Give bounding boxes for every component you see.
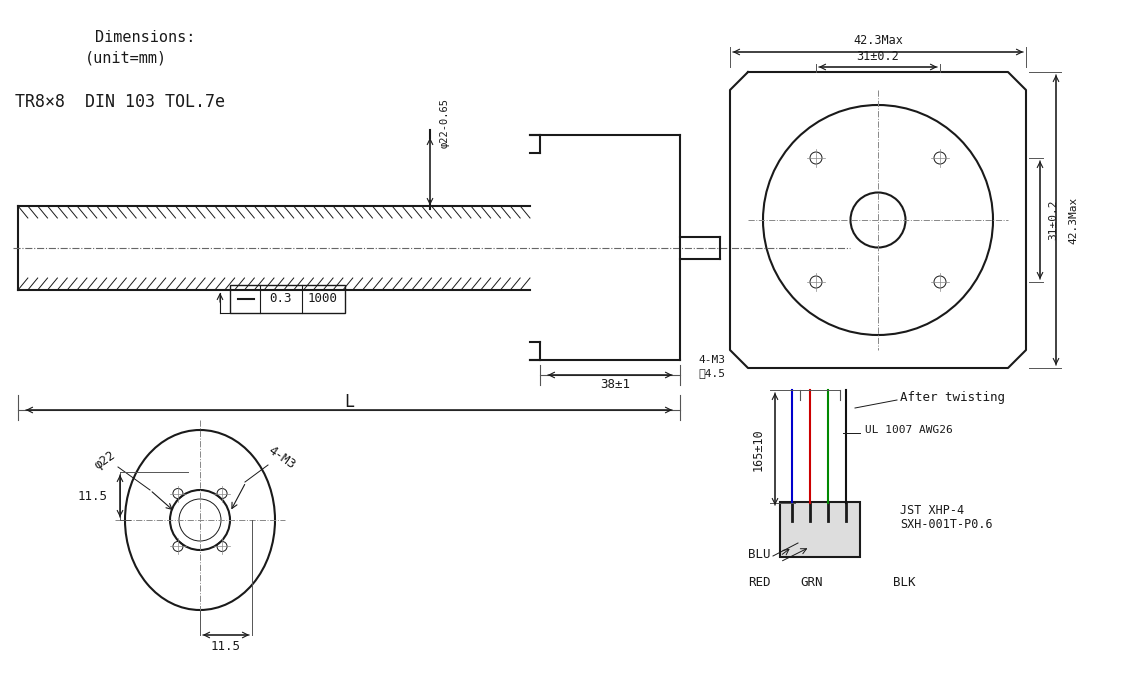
Text: 11.5: 11.5 [211,640,241,654]
Text: After twisting: After twisting [900,391,1006,405]
Text: 31±0.2: 31±0.2 [1048,199,1058,240]
Text: 4-M3: 4-M3 [698,355,725,365]
Text: BLU: BLU [748,549,770,561]
Text: SXH-001T-P0.6: SXH-001T-P0.6 [900,519,992,531]
Bar [230,285,345,313]
Text: BLK: BLK [893,575,916,589]
Text: 1000: 1000 [308,293,339,305]
Text: (unit=mm): (unit=mm) [85,50,167,66]
Text: GRN: GRN [800,575,823,589]
Text: 深4.5: 深4.5 [698,368,725,378]
Text: 11.5: 11.5 [78,489,108,503]
Text: 4-M3: 4-M3 [266,444,298,472]
Text: UL 1007 AWG26: UL 1007 AWG26 [865,425,953,435]
Text: TR8×8  DIN 103 TOL.7e: TR8×8 DIN 103 TOL.7e [15,93,225,111]
Text: RED: RED [748,575,770,589]
Text: 42.3Max: 42.3Max [853,34,902,46]
Text: 42.3Max: 42.3Max [1068,197,1078,244]
Text: JST XHP-4: JST XHP-4 [900,503,964,517]
Text: 38±1: 38±1 [600,377,630,391]
Text: φ22-0.65: φ22-0.65 [441,98,450,148]
Text: 0.3: 0.3 [269,293,291,305]
Text: L: L [344,393,354,411]
Bar [780,502,860,557]
Text: φ22: φ22 [92,448,118,472]
Text: 165±10: 165±10 [752,428,765,471]
Text: 31±0.2: 31±0.2 [856,50,899,64]
Text: Dimensions:: Dimensions: [95,31,195,46]
